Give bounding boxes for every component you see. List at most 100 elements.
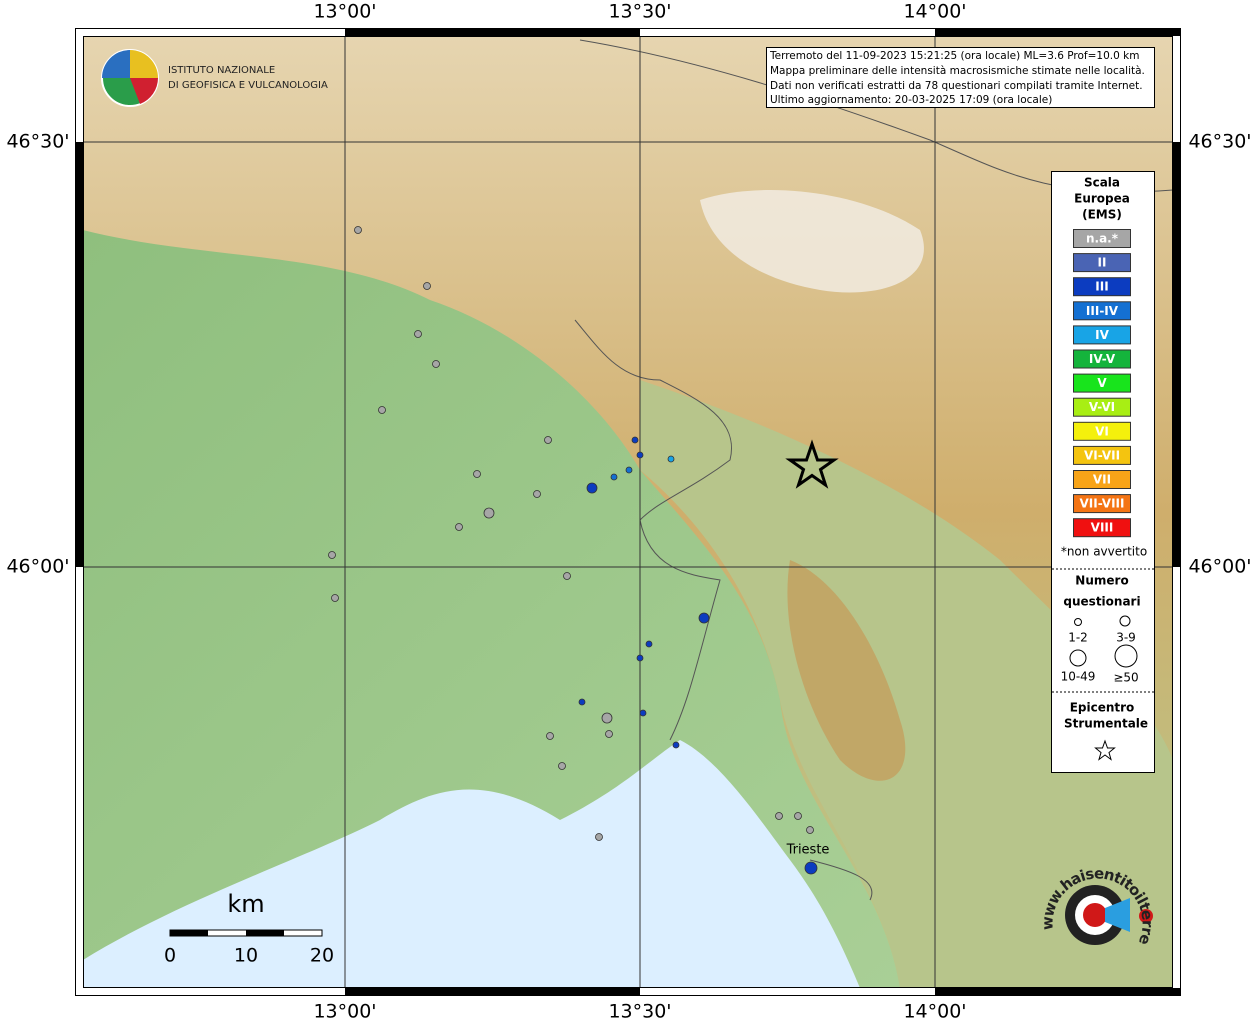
lat-label: 46°00' bbox=[6, 556, 69, 578]
legend-title: Europea bbox=[1074, 192, 1130, 206]
epicenter bbox=[785, 439, 839, 489]
legend-swatch bbox=[1073, 301, 1131, 321]
legend-swatch bbox=[1073, 325, 1131, 345]
info-line: Ultimo aggiornamento: 20-03-2025 17:09 (… bbox=[770, 94, 1052, 106]
terrain bbox=[83, 36, 1173, 988]
observation-dot bbox=[473, 470, 481, 478]
legend-swatch bbox=[1073, 397, 1131, 417]
lon-label: 13°30' bbox=[608, 1001, 671, 1023]
legend-swatch bbox=[1073, 494, 1131, 514]
size-label: 10-49 bbox=[1061, 670, 1096, 684]
legend-swatch bbox=[1073, 277, 1131, 297]
observation-dot bbox=[328, 551, 336, 559]
observation-dot bbox=[533, 490, 541, 498]
observation-dot bbox=[595, 833, 603, 841]
legend-label: IV bbox=[1095, 328, 1109, 342]
legend-swatch bbox=[1073, 253, 1131, 273]
legend-label: III bbox=[1095, 280, 1108, 294]
observation-dot bbox=[775, 812, 783, 820]
observation-dot bbox=[645, 640, 653, 648]
observation-dot bbox=[804, 861, 818, 875]
observation-dot bbox=[631, 436, 639, 444]
legend-swatch bbox=[1073, 470, 1131, 489]
legend-label: VIII bbox=[1091, 521, 1114, 535]
legend-label: IV-V bbox=[1089, 352, 1116, 366]
info-line: Mappa preliminare delle intensità macros… bbox=[770, 65, 1145, 77]
lon-label: 13°30' bbox=[608, 1, 671, 23]
observation-dot bbox=[546, 732, 554, 740]
logo-text: DI GEOFISICA E VULCANOLOGIA bbox=[168, 80, 328, 91]
legend-swatch bbox=[1073, 421, 1131, 441]
graticule bbox=[83, 36, 1173, 988]
observations bbox=[328, 226, 818, 875]
observation-dot bbox=[672, 741, 680, 749]
legend-swatch bbox=[1073, 229, 1131, 248]
observation-dot bbox=[578, 698, 586, 706]
legend-label: V-VI bbox=[1089, 400, 1115, 414]
legend-label: III-IV bbox=[1086, 304, 1119, 318]
observation-dot bbox=[414, 330, 422, 338]
legend-swatch bbox=[1073, 518, 1131, 538]
lon-label: 14°00' bbox=[903, 1, 966, 23]
observation-dot bbox=[636, 654, 644, 662]
legend-label: VII-VIII bbox=[1079, 497, 1124, 511]
legend-label: VII bbox=[1093, 473, 1111, 487]
observation-dot bbox=[667, 455, 675, 463]
info-line: Terremoto del 11-09-2023 15:21:25 (ora l… bbox=[769, 50, 1139, 62]
epicenter-title: Strumentale bbox=[1064, 717, 1148, 731]
legend-label: VI-VII bbox=[1084, 448, 1120, 462]
lon-label: 13°00' bbox=[313, 1, 376, 23]
legend-label: n.a.* bbox=[1086, 232, 1119, 246]
observation-dot bbox=[432, 360, 440, 368]
observation-dot bbox=[423, 282, 431, 290]
size-label: 1-2 bbox=[1068, 631, 1088, 645]
size-title: Numero bbox=[1075, 574, 1128, 588]
observation-dot bbox=[331, 594, 339, 602]
info-line: Dati non verificati estratti da 78 quest… bbox=[770, 80, 1143, 92]
legend-swatch bbox=[1073, 373, 1131, 393]
observation-dot bbox=[483, 507, 495, 519]
legend-swatch bbox=[1073, 349, 1131, 369]
observation-dot bbox=[639, 709, 647, 717]
scale-tick: 10 bbox=[234, 945, 258, 967]
observation-dot bbox=[698, 612, 710, 624]
frame bbox=[75, 28, 1181, 996]
size-label: 3-9 bbox=[1116, 631, 1136, 645]
observation-dot bbox=[806, 826, 814, 834]
scale-tick: 20 bbox=[310, 945, 334, 967]
epicenter-title: Epicentro bbox=[1070, 701, 1135, 715]
observation-dot bbox=[636, 451, 644, 459]
logo: ISTITUTO NAZIONALE DI GEOFISICA E VULCAN… bbox=[101, 49, 328, 107]
legend-title: (EMS) bbox=[1082, 208, 1122, 222]
lon-label: 14°00' bbox=[903, 1001, 966, 1023]
legend-label: II bbox=[1098, 256, 1107, 270]
scale-tick: 0 bbox=[164, 945, 176, 967]
size-title: questionari bbox=[1063, 595, 1140, 609]
observation-dot bbox=[586, 482, 598, 494]
observation-dot bbox=[558, 762, 566, 770]
legend-label: V bbox=[1097, 376, 1107, 390]
legend-label: VI bbox=[1095, 424, 1109, 438]
observation-dot bbox=[563, 572, 571, 580]
lon-label: 13°00' bbox=[313, 1001, 376, 1023]
info-box: Terremoto del 11-09-2023 15:21:25 (ora l… bbox=[766, 47, 1155, 108]
lat-label: 46°30' bbox=[6, 131, 69, 153]
size-label: ≥50 bbox=[1113, 671, 1138, 685]
logo-text: ISTITUTO NAZIONALE bbox=[168, 65, 275, 76]
legend-swatch bbox=[1073, 445, 1131, 465]
legend: Scala Europea (EMS) *non avvertito Numer… bbox=[1051, 171, 1155, 773]
observation-dot bbox=[625, 466, 633, 474]
lat-label: 46°30' bbox=[1188, 131, 1251, 153]
observation-dot bbox=[601, 712, 613, 724]
observation-dot bbox=[544, 436, 552, 444]
observation-dot bbox=[354, 226, 362, 234]
observation-dot bbox=[455, 523, 463, 531]
lat-label: 46°00' bbox=[1188, 556, 1251, 578]
legend-title: Scala bbox=[1084, 176, 1120, 190]
observation-dot bbox=[610, 473, 618, 481]
observation-dot bbox=[605, 730, 613, 738]
place-label: Trieste bbox=[786, 843, 830, 858]
scale-unit: km bbox=[227, 890, 264, 918]
scale-bar: km 0 10 20 bbox=[164, 890, 334, 967]
